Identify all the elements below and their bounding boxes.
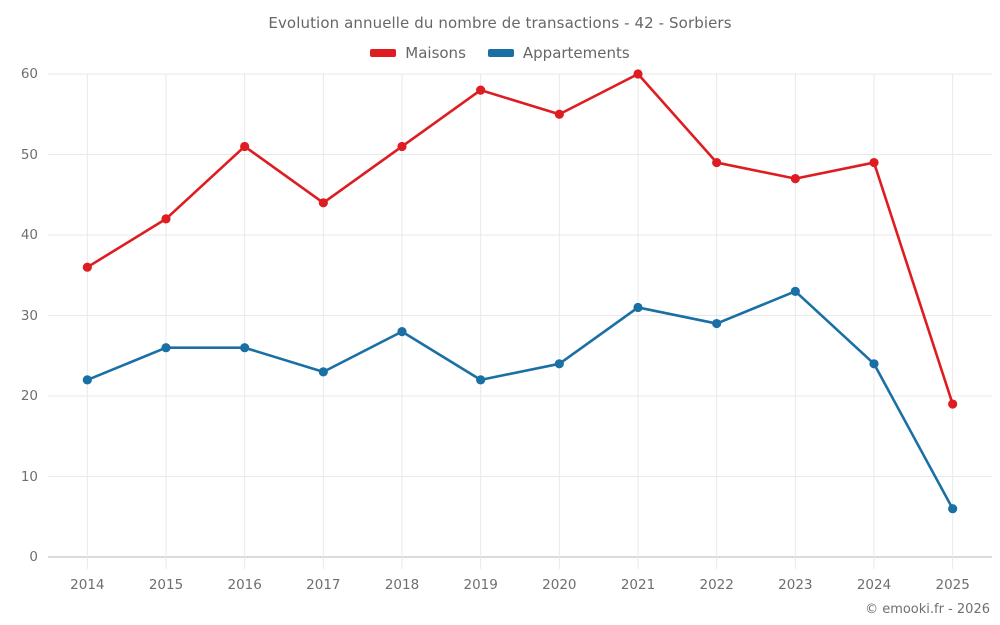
footer-credit: © emooki.fr - 2026 — [865, 602, 990, 617]
data-point[interactable] — [712, 157, 722, 168]
data-point[interactable] — [869, 359, 879, 369]
data-point[interactable] — [240, 343, 250, 353]
data-point[interactable] — [712, 318, 722, 329]
data-point[interactable] — [397, 327, 407, 337]
data-point[interactable] — [318, 198, 328, 208]
y-axis-tick-label: 0 — [29, 549, 38, 565]
x-axis-tick-label: 2024 — [856, 577, 892, 593]
data-point[interactable] — [633, 69, 643, 79]
x-axis-tick-label: 2025 — [935, 577, 970, 593]
x-axis-tick-label: 2016 — [227, 577, 262, 593]
data-point[interactable] — [948, 504, 958, 514]
data-point[interactable] — [318, 367, 328, 377]
data-point[interactable] — [476, 375, 486, 385]
data-point[interactable] — [790, 286, 800, 296]
x-axis-tick-label: 2014 — [70, 577, 105, 593]
x-axis-tick-label: 2019 — [463, 577, 498, 593]
legend-label: Appartements — [522, 44, 630, 62]
x-axis-tick-label: 2022 — [699, 577, 734, 593]
data-point[interactable] — [633, 302, 643, 313]
x-axis-tick-label: 2023 — [778, 577, 813, 593]
series-maisons — [82, 69, 958, 409]
data-point[interactable] — [790, 174, 800, 184]
y-axis-tick-label: 20 — [20, 388, 38, 404]
legend-swatch-icon-appartements — [487, 49, 514, 57]
x-axis-tick-label: 2015 — [148, 577, 184, 593]
y-axis-tick-label: 30 — [20, 307, 38, 324]
legend-swatch-icon-maisons — [370, 49, 397, 57]
data-point[interactable] — [82, 375, 92, 385]
data-point[interactable] — [161, 214, 171, 224]
y-axis-tick-label: 60 — [20, 66, 38, 82]
data-point[interactable] — [476, 85, 486, 95]
legend-item-appartements[interactable]: Appartements — [487, 44, 630, 62]
data-point[interactable] — [161, 343, 171, 353]
data-point[interactable] — [948, 399, 958, 409]
series-appartements — [82, 286, 958, 514]
data-point[interactable] — [240, 141, 250, 152]
x-axis-tick-label: 2017 — [306, 577, 341, 593]
y-axis-tick-label: 10 — [20, 468, 38, 485]
data-point[interactable] — [397, 141, 407, 152]
legend-item-maisons[interactable]: Maisons — [370, 44, 466, 62]
series-line — [86, 290, 954, 511]
gridlines — [48, 73, 992, 569]
data-point[interactable] — [554, 109, 564, 119]
y-axis-tick-label: 50 — [20, 146, 38, 163]
chart-title: Evolution annuelle du nombre de transact… — [268, 14, 732, 32]
y-axis-tick-label: 40 — [20, 227, 38, 243]
chart-legend: Maisons Appartements — [0, 44, 1000, 62]
legend-label: Maisons — [405, 44, 466, 62]
series-line — [86, 72, 954, 406]
x-axis-tick-label: 2021 — [620, 577, 656, 593]
data-point[interactable] — [554, 359, 564, 369]
x-axis-tick-label: 2018 — [384, 577, 420, 593]
x-axis-tick-label: 2020 — [542, 577, 577, 593]
data-point[interactable] — [869, 157, 879, 168]
data-point[interactable] — [82, 262, 92, 272]
